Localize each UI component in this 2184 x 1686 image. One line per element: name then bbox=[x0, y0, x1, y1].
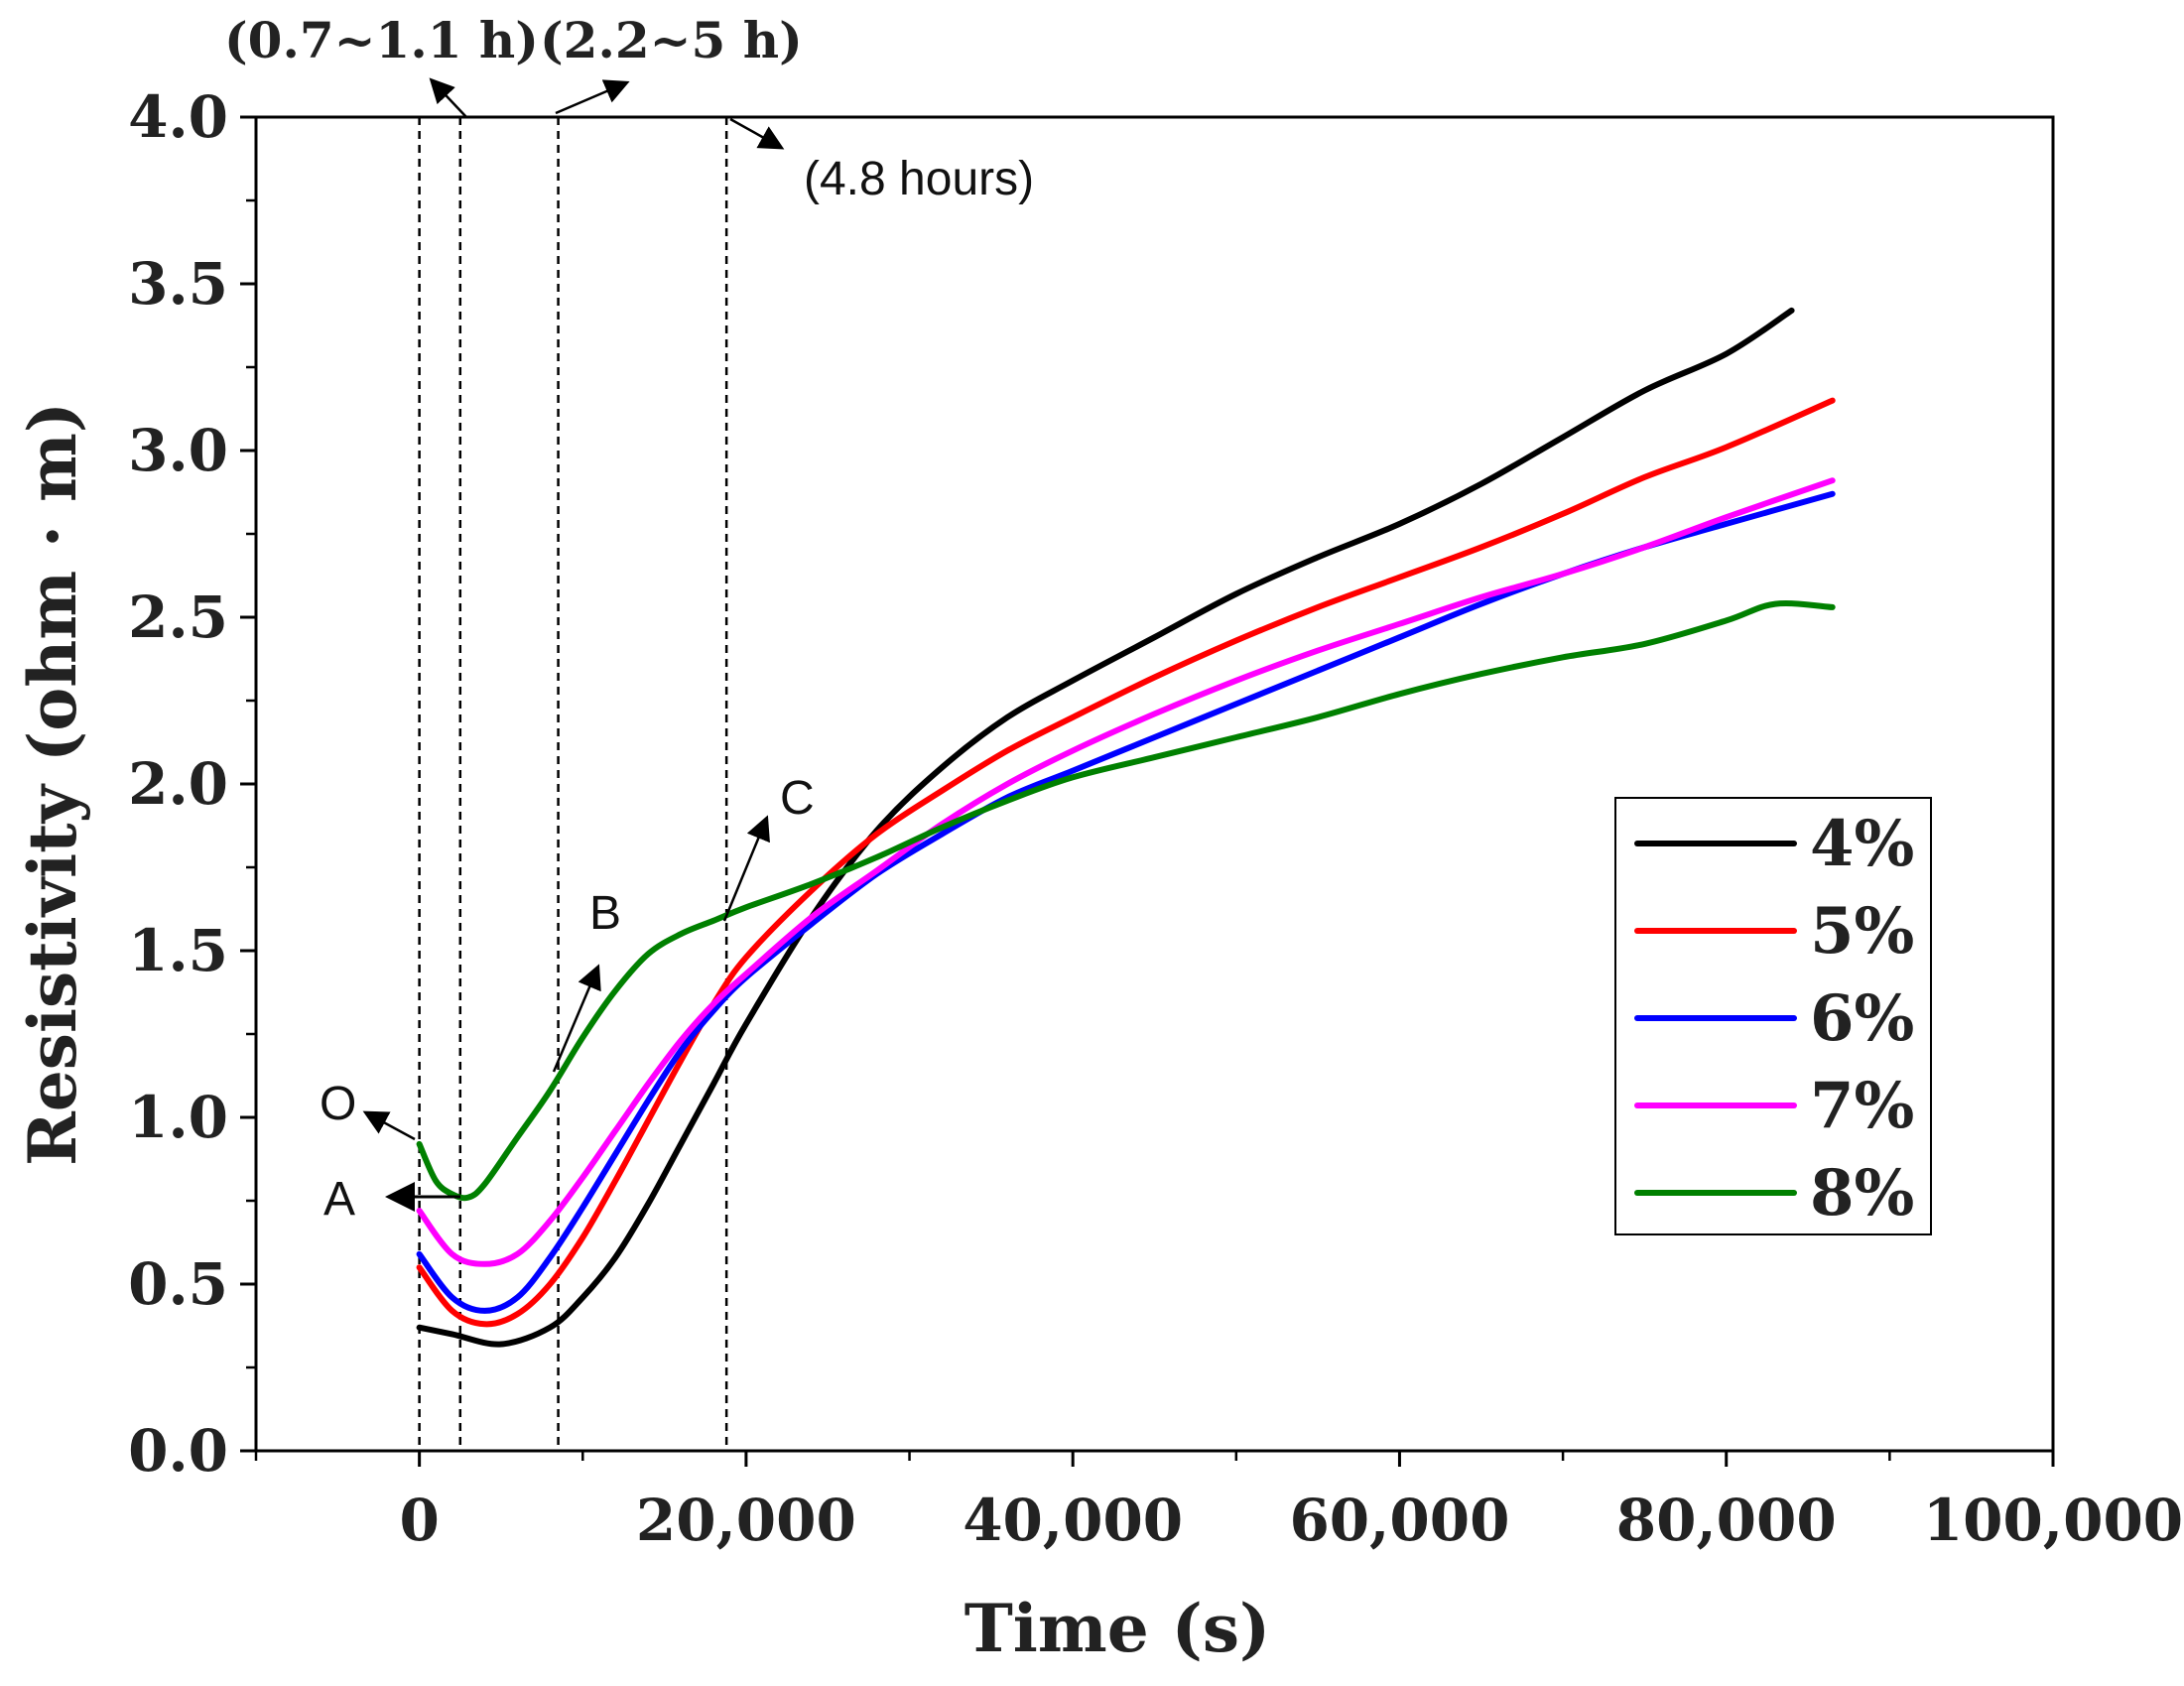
y-axis: 0.0 0.5 1.0 1.5 2.0 2.5 3.0 3.5 4.0 bbox=[128, 83, 256, 1485]
x-axis: 0 20,000 40,000 60,000 80,000 100,000 bbox=[254, 1451, 2183, 1554]
reference-lines bbox=[418, 117, 728, 1451]
annotation-point-o: O bbox=[320, 1078, 356, 1130]
y-tick-label-6: 3.0 bbox=[128, 417, 228, 484]
series-line-3 bbox=[416, 490, 1836, 1314]
annotations: (0.7~1.1 h) (2.2~5 h) (4.8 hours) O A B … bbox=[224, 11, 1034, 1226]
series-group bbox=[416, 307, 1836, 1348]
x-tick-label-4: 80,000 bbox=[1616, 1487, 1837, 1554]
y-tick-label-1: 0.5 bbox=[128, 1250, 228, 1318]
x-axis-title: Time (s) bbox=[964, 1590, 1271, 1667]
series-line-5 bbox=[416, 600, 1836, 1202]
y-tick-label-0: 0.0 bbox=[128, 1417, 228, 1485]
x-tick-label-5: 100,000 bbox=[1923, 1487, 2183, 1554]
annotation-point-b: B bbox=[589, 887, 621, 940]
y-tick-label-5: 2.5 bbox=[128, 584, 228, 651]
series-line-2 bbox=[416, 397, 1836, 1328]
legend-label-5: 8% bbox=[1810, 1156, 1914, 1231]
arrow-point-b bbox=[552, 964, 601, 1073]
annotation-hours: (4.8 hours) bbox=[804, 153, 1034, 205]
arrow-range-1 bbox=[429, 77, 467, 118]
y-axis-title: Resistivity (ohm · m) bbox=[14, 402, 91, 1166]
legend-label-4: 7% bbox=[1810, 1069, 1914, 1143]
annotation-point-a: A bbox=[323, 1173, 355, 1226]
x-tick-label-2: 40,000 bbox=[963, 1487, 1183, 1554]
x-tick-label-3: 60,000 bbox=[1289, 1487, 1509, 1554]
legend-label-2: 5% bbox=[1810, 894, 1914, 969]
arrow-point-o bbox=[362, 1110, 416, 1141]
series-line-1 bbox=[416, 307, 1795, 1348]
annotation-point-c: C bbox=[780, 772, 815, 825]
annotation-range-1: (0.7~1.1 h) bbox=[224, 11, 539, 69]
arrow-point-c bbox=[722, 815, 770, 922]
arrow-range-2 bbox=[555, 79, 630, 115]
arrow-hours bbox=[729, 117, 785, 150]
legend-label-3: 6% bbox=[1810, 981, 1914, 1056]
y-tick-label-3: 1.5 bbox=[128, 917, 228, 984]
legend-label-1: 4% bbox=[1810, 807, 1914, 881]
legend: 4% 5% 6% 7% 8% bbox=[1614, 797, 1932, 1235]
x-tick-label-0: 0 bbox=[399, 1487, 439, 1554]
x-tick-label-1: 20,000 bbox=[636, 1487, 856, 1554]
y-tick-label-4: 2.0 bbox=[128, 750, 228, 818]
y-tick-label-2: 1.0 bbox=[128, 1084, 228, 1151]
annotation-range-2: (2.2~5 h) bbox=[540, 11, 803, 69]
y-tick-label-8: 4.0 bbox=[128, 83, 228, 151]
y-tick-label-7: 3.5 bbox=[128, 250, 228, 318]
